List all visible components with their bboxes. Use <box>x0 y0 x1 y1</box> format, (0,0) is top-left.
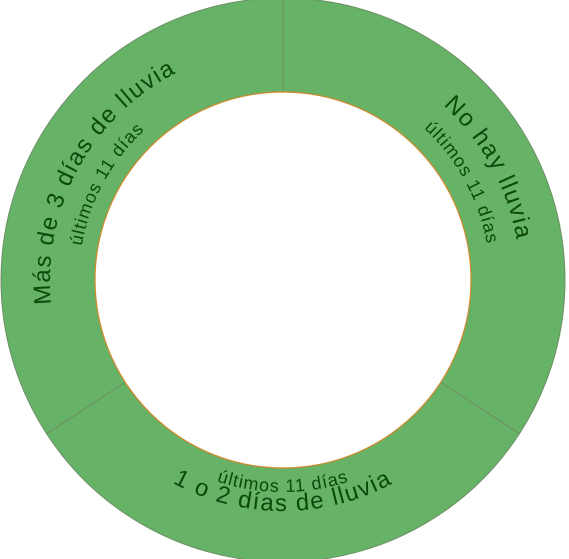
center-hole <box>94 91 472 469</box>
